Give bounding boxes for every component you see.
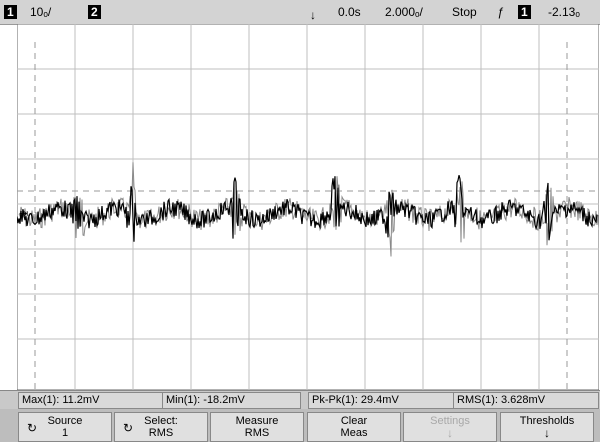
measure-softkey[interactable]: Measure RMS	[210, 412, 304, 442]
settings-label: Settings	[430, 415, 470, 427]
knob-icon: ↻	[123, 421, 134, 435]
settings-arrow-icon: ↓	[447, 426, 453, 440]
source-label: Source	[47, 415, 83, 427]
settings-softkey[interactable]: Settings ↓	[403, 412, 497, 442]
timebase: 2.000ₒ/	[385, 5, 423, 19]
select-value: RMS	[148, 427, 174, 439]
channel-1-badge[interactable]: 1	[4, 5, 17, 19]
measurement-max[interactable]: Max(1): 11.2mV	[18, 392, 164, 409]
clear-value: Meas	[340, 427, 368, 439]
measurement-min[interactable]: Min(1): -18.2mV	[162, 392, 301, 409]
time-delay: 0.0s	[338, 5, 361, 19]
trigger-channel-badge[interactable]: 1	[518, 5, 531, 19]
measurement-pkpk[interactable]: Pk-Pk(1): 29.4mV	[308, 392, 455, 409]
source-value: 1	[61, 427, 69, 439]
trigger-marker-icon: ↓	[310, 8, 316, 22]
channel-2-badge[interactable]: 2	[88, 5, 101, 19]
measurement-bar: Max(1): 11.2mV Min(1): -18.2mV Pk-Pk(1):…	[0, 390, 600, 409]
select-softkey[interactable]: ↻ Select: RMS	[114, 412, 208, 442]
thresholds-arrow-icon: ↓	[544, 426, 550, 440]
ground-marker-icon: ⇥	[19, 208, 28, 220]
status-bar: 1 10ₒ/ 2 ↓ 0.0s 2.000ₒ/ Stop ƒ 1 -2.13ₒ	[0, 0, 600, 25]
select-label: Select:	[144, 415, 178, 427]
waveform-trace	[17, 162, 599, 257]
clear-meas-softkey[interactable]: Clear Meas	[307, 412, 401, 442]
waveform-trace-gray	[18, 162, 599, 257]
trigger-slope-icon: ƒ	[497, 5, 504, 19]
source-softkey[interactable]: ↻ Source 1	[18, 412, 112, 442]
run-state: Stop	[452, 5, 477, 19]
softkey-bar: ↻ Source 1 ↻ Select: RMS Measure RMS Cle…	[0, 409, 600, 442]
measure-label: Measure	[235, 415, 279, 427]
thresholds-softkey[interactable]: Thresholds ↓	[500, 412, 594, 442]
knob-icon: ↻	[27, 421, 38, 435]
oscilloscope-display: ⇥	[17, 24, 599, 390]
channel-1-scale: 10ₒ/	[30, 5, 52, 19]
measure-value: RMS	[244, 427, 270, 439]
measurement-rms[interactable]: RMS(1): 3.628mV	[453, 392, 599, 409]
trigger-level: -2.13ₒ	[548, 5, 580, 19]
thresholds-label: Thresholds	[519, 415, 575, 427]
clear-label: Clear	[340, 415, 368, 427]
waveform-trace-black	[17, 175, 598, 242]
